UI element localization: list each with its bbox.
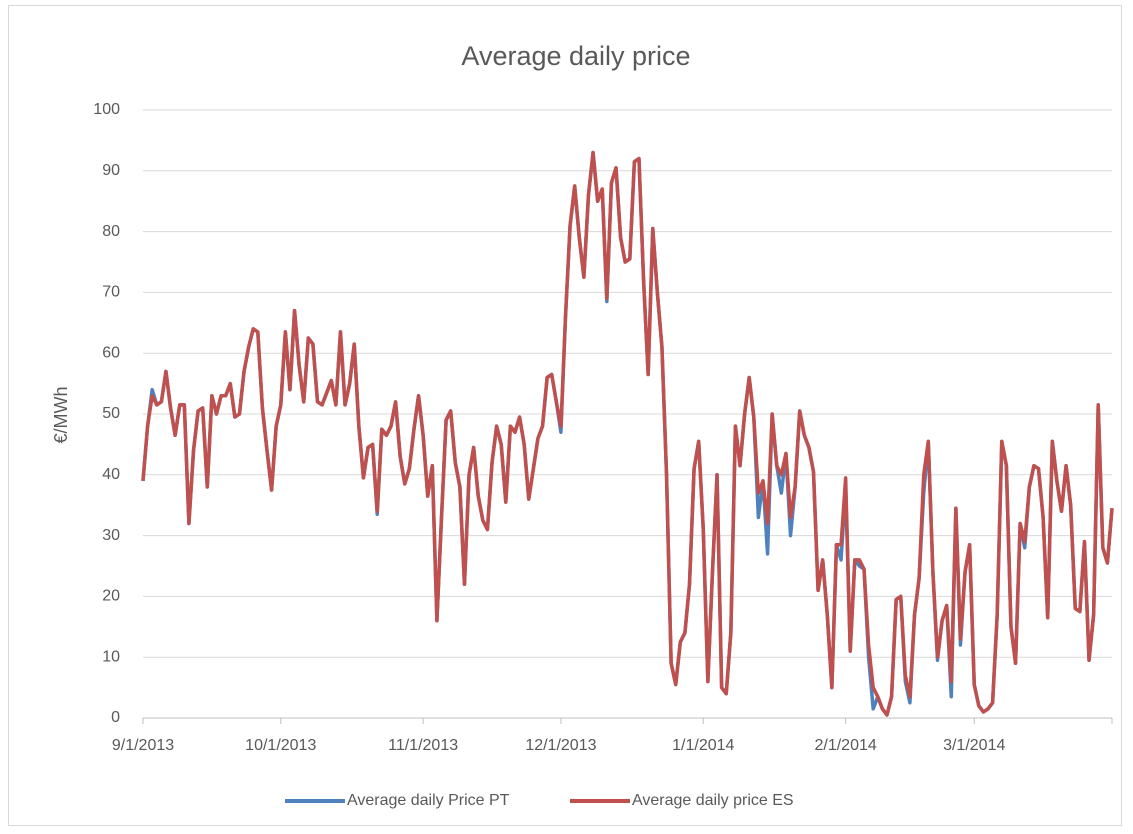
legend-label: Average daily Price PT — [347, 792, 510, 809]
x-tick-label: 12/1/2013 — [525, 737, 596, 754]
y-tick-label: 80 — [102, 223, 120, 240]
chart-title: Average daily price — [461, 41, 690, 71]
y-tick-label: 90 — [102, 162, 120, 179]
y-tick-label: 20 — [102, 588, 120, 605]
y-tick-label: 40 — [102, 466, 120, 483]
x-tick-label: 11/1/2013 — [388, 737, 458, 754]
x-tick-label: 3/1/2014 — [943, 737, 1005, 754]
chart-border — [8, 5, 1122, 826]
y-tick-label: 60 — [102, 344, 120, 361]
x-tick-label: 1/1/2014 — [672, 737, 734, 754]
y-tick-label: 30 — [102, 527, 120, 544]
x-tick-label: 9/1/2013 — [112, 737, 174, 754]
y-tick-label: 10 — [102, 648, 120, 665]
y-tick-label: 100 — [93, 101, 120, 118]
y-tick-label: 50 — [102, 405, 120, 422]
series-line — [141, 150, 1114, 717]
y-tick-label: 70 — [102, 284, 120, 301]
y-tick-label: 0 — [111, 709, 120, 726]
legend-label: Average daily price ES — [632, 792, 794, 809]
x-tick-label: 2/1/2014 — [814, 737, 876, 754]
y-axis-label: €/MWh — [51, 386, 71, 443]
x-tick-label: 10/1/2013 — [245, 737, 316, 754]
